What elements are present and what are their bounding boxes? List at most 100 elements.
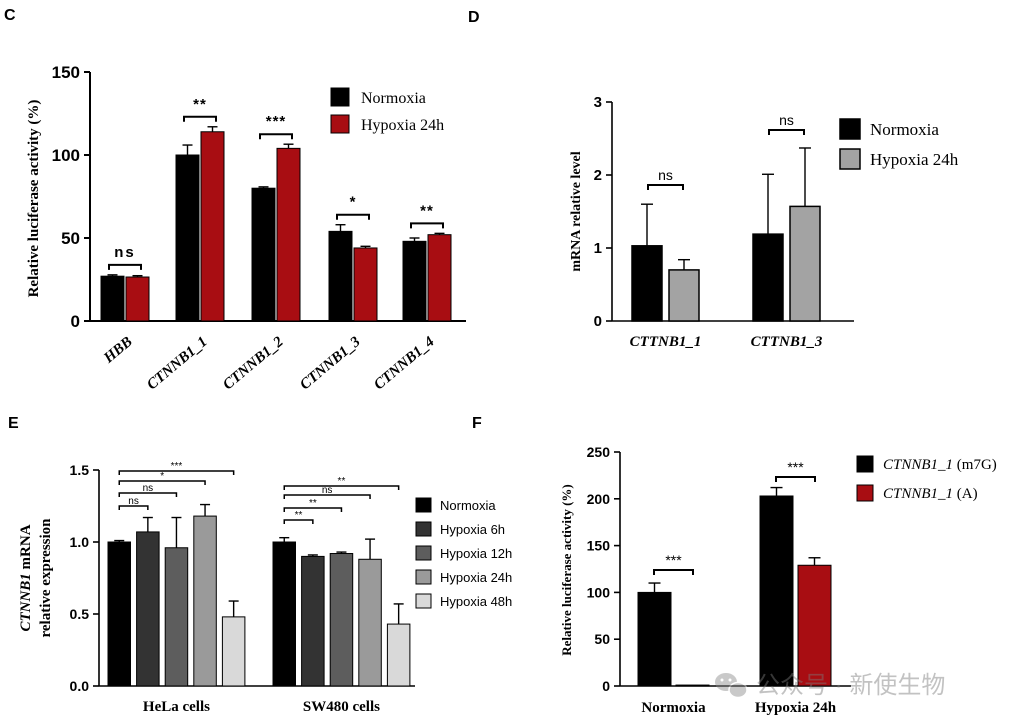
- panel-d-y-tick-label: 0: [594, 313, 602, 330]
- panel-c-significance-label: **: [193, 96, 207, 113]
- panel-f-chart: 0 50 100 150 200 250 Relative luciferase activ…: [559, 444, 997, 716]
- panel-c-bar-normoxia: [175, 154, 200, 322]
- panel-d-legend-label: Hypoxia 24h: [870, 150, 959, 169]
- panel-e-legend-label: Hypoxia 12h: [440, 546, 512, 561]
- panel-e-significance-bracket: [283, 507, 343, 512]
- panel-d-y-tick-label: 3: [594, 94, 602, 111]
- panel-e-significance-label: **: [338, 476, 346, 487]
- panel-e-significance-bracket: [283, 519, 314, 524]
- panel-e-legend-label: Hypoxia 24h: [440, 570, 512, 585]
- panel-c-x-tick-label: CTNNB1_4: [371, 333, 438, 393]
- panel-c-significance-bracket: [259, 133, 293, 140]
- panel-f-legend-swatch: [856, 484, 874, 502]
- panel-d-significance-label: ns: [779, 112, 794, 128]
- panel-c-legend-label: Normoxia: [361, 90, 426, 107]
- panel-c-bar-hypoxia: [427, 234, 452, 322]
- panel-f-legend-label: CTNNB1_1 (A): [883, 486, 978, 502]
- panel-e-bar: [329, 553, 354, 687]
- panel-d-chart: 0 1 2 3 mRNA relative level ns CTTNB1_1 ns CTTNB…: [569, 94, 959, 350]
- panel-c-legend-swatch: [330, 114, 350, 134]
- panel-e-y-axis-label-italic: CTNNB1: [18, 573, 34, 631]
- watermark-text: 公众号 · 新使生物: [756, 672, 945, 699]
- panel-c-y-tick-label: 50: [61, 229, 80, 248]
- panel-f-legend-label-italic: CTNNB1_1: [883, 457, 953, 473]
- panel-e-bar: [358, 558, 382, 687]
- panel-e-y-tick-label: 0.5: [70, 606, 90, 622]
- panel-f-bar-a: [797, 564, 832, 687]
- panel-c-legend-swatch: [330, 87, 350, 107]
- panel-c-significance-label: **: [420, 202, 434, 219]
- panel-c-bar-hypoxia: [125, 276, 150, 322]
- panel-c-chart: 0 50 100 150 Relative luciferase activity (%…: [26, 63, 466, 393]
- panel-c-y-axis-label: Relative luciferase activity (%): [26, 100, 42, 298]
- panel-f-legend-label: CTNNB1_1 (m7G): [883, 457, 997, 473]
- panel-d-x-tick-label: CTTNB1_1: [630, 334, 702, 350]
- panel-d-significance-label: ns: [658, 167, 673, 183]
- panel-f-legend-swatch: [856, 455, 874, 473]
- panel-d-x-tick-label: CTTNB1_3: [751, 334, 823, 350]
- panel-d-y-axis-label: mRNA relative level: [569, 151, 584, 271]
- panel-c-significance-bracket: [108, 263, 142, 270]
- panel-letter-e: E: [8, 415, 19, 432]
- panel-e-significance-label: ***: [171, 461, 183, 472]
- panel-e-bar: [193, 515, 217, 687]
- panel-e-x-tick-label: SW480 cells: [303, 699, 380, 715]
- panel-f-bar-m7g: [759, 495, 794, 687]
- panel-e-bar: [386, 623, 411, 687]
- panel-c-x-tick-label: HBB: [100, 334, 135, 367]
- panel-e-significance-label: ns: [322, 485, 333, 496]
- panel-e-y-axis-label-line1: CTNNB1 mRNA: [18, 524, 34, 631]
- panel-e-y-tick-label: 1.0: [70, 534, 90, 550]
- panel-e-x-tick-label: HeLa cells: [143, 699, 210, 715]
- panel-e-significance-label: ns: [143, 483, 154, 494]
- panel-d-legend-swatch: [839, 148, 861, 170]
- panel-e-legend-swatch: [415, 569, 432, 585]
- panel-f-significance-bracket: [775, 476, 816, 482]
- panel-c-bar-hypoxia: [353, 247, 378, 322]
- panel-e-bar: [107, 541, 131, 687]
- panel-c-y-tick-label: 100: [52, 146, 80, 165]
- panel-e-significance-label: **: [309, 498, 317, 509]
- panel-e-significance-bracket: [283, 485, 400, 490]
- panel-d-bar-normoxia: [752, 233, 784, 322]
- panel-c-significance-label: ns: [114, 244, 136, 261]
- panel-f-significance-label: ***: [787, 459, 804, 475]
- panel-c-x-tick-label: CTNNB1_2: [220, 333, 287, 393]
- panel-f-x-tick-label: Normoxia: [641, 700, 706, 716]
- panel-f-y-tick-label: 250: [587, 444, 611, 460]
- panel-f-legend-label-italic: CTNNB1_1: [883, 486, 953, 502]
- panel-e-y-tick-label: 0.0: [70, 678, 90, 694]
- wechat-icon: [715, 673, 748, 699]
- panel-e-significance-label: ns: [128, 496, 139, 507]
- panel-c-bar-normoxia: [251, 187, 276, 322]
- panel-e-bar: [221, 616, 246, 687]
- panel-c-significance-bracket: [410, 222, 444, 229]
- panel-letter-d: D: [468, 9, 480, 26]
- panel-d-legend-swatch: [839, 118, 861, 140]
- panel-d-bar-hypoxia: [789, 205, 821, 322]
- panel-e-y-tick-label: 1.5: [70, 462, 90, 478]
- panel-c-x-tick-label: CTNNB1_1: [144, 334, 210, 393]
- panel-c-y-tick-label: 0: [71, 312, 80, 331]
- panel-f-y-tick-label: 0: [602, 678, 610, 694]
- panel-e-chart: 0.0 0.5 1.0 1.5 CTNNB1 mRNA relative expressi…: [18, 461, 512, 715]
- panel-c-significance-bracket: [336, 213, 370, 220]
- panel-e-legend-label: Hypoxia 48h: [440, 594, 512, 609]
- panel-c-significance-label: *: [350, 194, 357, 211]
- panel-f-legend-label-rest: (m7G): [953, 457, 997, 473]
- panel-f-x-tick-label: Hypoxia 24h: [755, 700, 837, 716]
- panel-f-y-tick-label: 200: [587, 491, 611, 507]
- panel-e-y-axis-label-rest: mRNA: [18, 524, 34, 573]
- panel-e-y-axis-label-line2: relative expression: [38, 518, 54, 638]
- panel-e-significance-bracket: [118, 480, 206, 485]
- panel-d-bar-hypoxia: [668, 269, 700, 322]
- panel-f-significance-bracket: [653, 569, 694, 575]
- panel-e-legend-label: Hypoxia 6h: [440, 522, 505, 537]
- panel-f-legend-label-rest: (A): [953, 486, 978, 502]
- panel-e-significance-bracket: [118, 505, 149, 510]
- panel-f-y-tick-label: 50: [594, 631, 610, 647]
- panel-f-y-tick-label: 150: [587, 538, 611, 554]
- panel-d-significance-bracket: [647, 184, 684, 190]
- panel-c-y-tick-label: 150: [52, 63, 80, 82]
